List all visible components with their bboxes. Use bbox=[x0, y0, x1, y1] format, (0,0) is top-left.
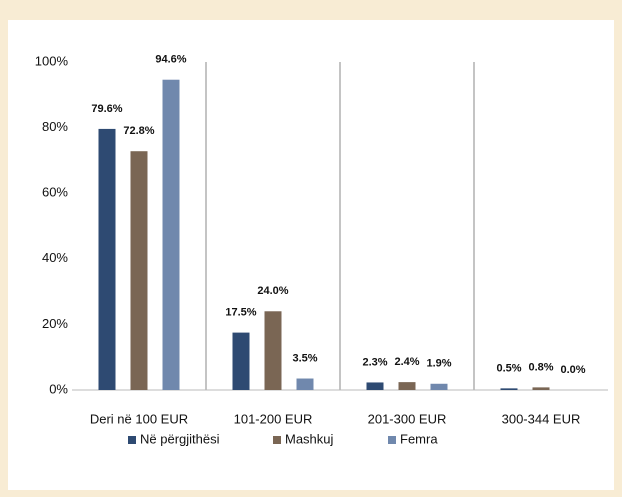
bar bbox=[162, 79, 180, 390]
legend-label: Mashkuj bbox=[285, 431, 334, 446]
value-label: 72.8% bbox=[123, 125, 154, 137]
value-label: 94.6% bbox=[155, 54, 186, 66]
value-label: 2.3% bbox=[362, 356, 387, 368]
bar bbox=[232, 332, 250, 390]
bar bbox=[264, 311, 282, 390]
x-tick-label: 101-200 EUR bbox=[234, 411, 313, 426]
x-tick-label: 300-344 EUR bbox=[502, 411, 581, 426]
bar bbox=[130, 151, 148, 390]
bar bbox=[296, 378, 314, 390]
y-tick-label: 60% bbox=[42, 185, 68, 200]
value-label: 1.9% bbox=[426, 358, 451, 370]
value-label: 17.5% bbox=[225, 307, 256, 319]
y-tick-label: 100% bbox=[35, 53, 69, 68]
value-label: 3.5% bbox=[292, 352, 317, 364]
value-label: 0.5% bbox=[496, 362, 521, 374]
bar bbox=[532, 387, 550, 390]
bar bbox=[500, 388, 518, 390]
legend-label: Femra bbox=[400, 431, 438, 446]
y-tick-label: 0% bbox=[49, 381, 68, 396]
y-tick-label: 80% bbox=[42, 119, 68, 134]
y-tick-label: 20% bbox=[42, 316, 68, 331]
value-label: 24.0% bbox=[257, 285, 288, 297]
bar bbox=[398, 382, 416, 390]
value-label: 0.8% bbox=[528, 361, 553, 373]
legend-swatch bbox=[273, 436, 281, 444]
bar bbox=[98, 128, 116, 391]
y-tick-label: 40% bbox=[42, 250, 68, 265]
value-label: 79.6% bbox=[91, 103, 122, 115]
value-label: 0.0% bbox=[560, 364, 585, 376]
legend-swatch bbox=[388, 436, 396, 444]
value-label: 2.4% bbox=[394, 356, 419, 368]
bar bbox=[366, 382, 384, 390]
legend-label: Në përgjithësi bbox=[140, 431, 220, 446]
bar bbox=[430, 383, 448, 390]
x-tick-label: Deri në 100 EUR bbox=[90, 411, 188, 426]
x-tick-label: 201-300 EUR bbox=[368, 411, 447, 426]
legend-swatch bbox=[128, 436, 136, 444]
